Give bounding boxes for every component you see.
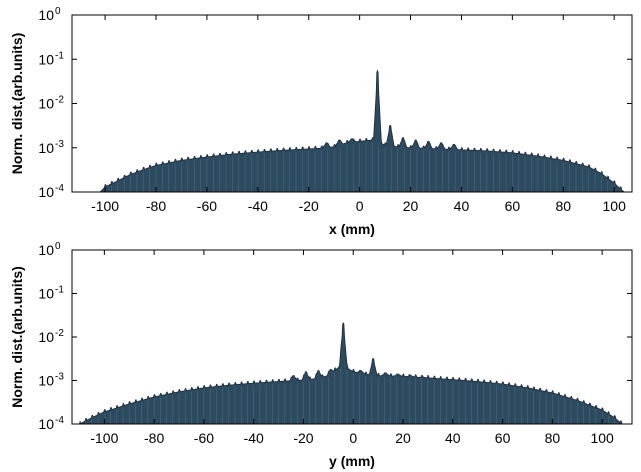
x-tick-label: 40 — [454, 198, 470, 214]
x-tick-label: 80 — [555, 198, 571, 214]
y-axis-label: Norm. dist.(arb.units) — [9, 266, 25, 408]
y-tick-label: 10 — [38, 242, 54, 258]
x-tick-label: -80 — [146, 198, 166, 214]
y-tick-label: 10 — [38, 329, 54, 345]
x-tick-label: 0 — [349, 430, 357, 446]
y-tick-exponent: -4 — [55, 415, 64, 426]
y-tick-label: 10 — [38, 184, 54, 200]
x-tick-label: 20 — [395, 430, 411, 446]
y-tick-label: 10 — [38, 96, 54, 112]
x-tick-label: 20 — [403, 198, 419, 214]
y-tick-exponent: -1 — [55, 50, 64, 61]
y-tick-label: 10 — [38, 373, 54, 389]
x-tick-label: 0 — [356, 198, 364, 214]
x-axis-label: y (mm) — [329, 453, 375, 469]
distribution-area — [99, 69, 626, 193]
chart-panel-2: -100 -80 -60 -40 -20 0 20 40 60 80 10010-410-310-2… — [9, 241, 633, 469]
chart-panel-1: -100 -80 -60 -40 -20 0 20 40 60 80 10010-410-310-2… — [9, 6, 633, 237]
y-tick-exponent: 0 — [55, 6, 61, 17]
y-tick-exponent: -4 — [55, 183, 64, 194]
x-tick-label: -100 — [91, 198, 119, 214]
x-tick-label: 60 — [505, 198, 521, 214]
x-axis-label: x (mm) — [329, 221, 375, 237]
y-tick-label: 10 — [38, 286, 54, 302]
y-tick-exponent: -3 — [55, 139, 64, 150]
y-tick-label: 10 — [38, 416, 54, 432]
x-tick-label: -40 — [244, 430, 264, 446]
y-tick-exponent: -2 — [55, 328, 64, 339]
y-axis-label: Norm. dist.(arb.units) — [9, 33, 25, 175]
x-tick-label: -100 — [90, 430, 118, 446]
x-tick-label: -20 — [293, 430, 313, 446]
x-tick-label: -60 — [197, 198, 217, 214]
x-tick-label: 100 — [590, 430, 614, 446]
x-tick-label: -20 — [299, 198, 319, 214]
y-tick-label: 10 — [38, 7, 54, 23]
x-tick-label: -40 — [248, 198, 268, 214]
x-tick-label: -80 — [144, 430, 164, 446]
y-tick-exponent: -1 — [55, 285, 64, 296]
x-tick-label: -60 — [194, 430, 214, 446]
y-tick-exponent: -2 — [55, 95, 64, 106]
distribution-area — [78, 322, 623, 425]
x-tick-label: 40 — [445, 430, 461, 446]
x-tick-label: 100 — [603, 198, 627, 214]
x-tick-label: 60 — [495, 430, 511, 446]
y-tick-exponent: -3 — [55, 372, 64, 383]
x-tick-label: 80 — [545, 430, 561, 446]
y-tick-label: 10 — [38, 51, 54, 67]
y-tick-label: 10 — [38, 140, 54, 156]
y-tick-exponent: 0 — [55, 241, 61, 252]
